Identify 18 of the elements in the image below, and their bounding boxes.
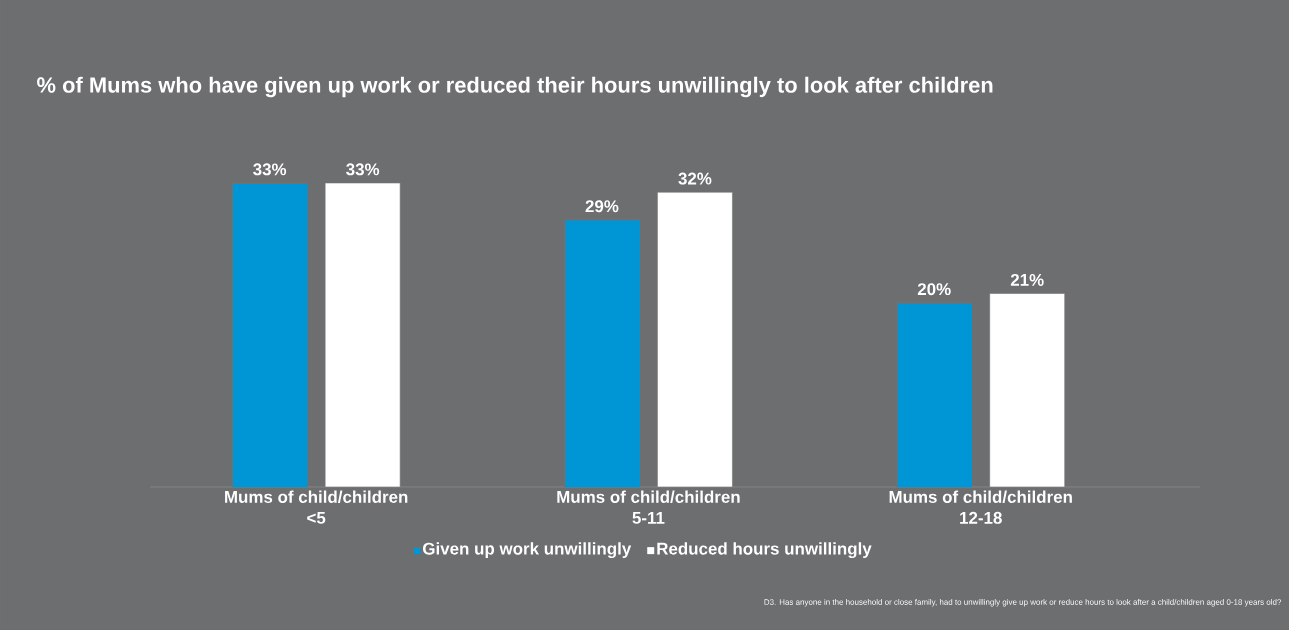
legend-label: Reduced hours unwillingly (657, 542, 872, 559)
chart-title: % of Mums who have given up work or reduced their hours unwillingly to look after children (37, 76, 993, 98)
data-label: 33% (253, 163, 287, 176)
bar (657, 191, 733, 488)
data-label: 33% (346, 163, 380, 176)
legend-label: Given up work unwillingly (423, 542, 632, 559)
bar (231, 182, 308, 488)
bar (324, 182, 401, 488)
bar (989, 293, 1066, 488)
data-label: 20% (917, 283, 951, 296)
data-label: 32% (678, 172, 712, 185)
data-label: 29% (585, 200, 619, 213)
x-tick-label: Mums of child/children 12-18 (889, 490, 1072, 524)
bar (896, 302, 973, 488)
x-tick-label: Mums of child/children 5-11 (557, 490, 740, 524)
bar (564, 219, 640, 488)
x-tick-label: Mums of child/children <5 (225, 490, 408, 524)
data-label: 21% (1010, 273, 1044, 286)
